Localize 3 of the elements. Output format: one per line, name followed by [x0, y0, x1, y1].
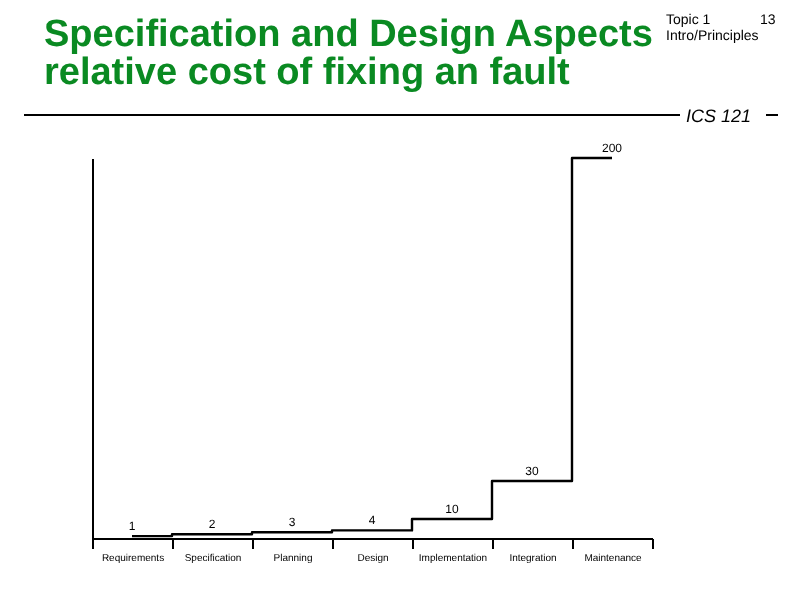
- text: ICS 121: [686, 106, 752, 126]
- chart-subtitle: relative cost of fixing an fault: [44, 52, 570, 94]
- chart-title: Specification and Design Aspects: [44, 14, 653, 56]
